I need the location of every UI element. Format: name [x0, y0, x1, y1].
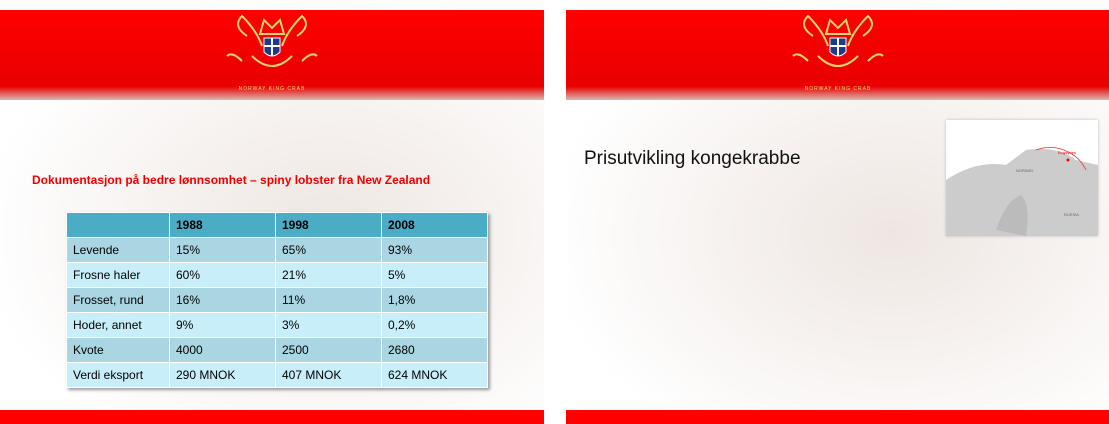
footer-band — [0, 410, 544, 424]
table-cell: 21% — [276, 263, 382, 288]
logo-text: NORWAY KING CRAB — [566, 86, 1109, 92]
table-cell: 2008 — [382, 213, 488, 238]
table-cell: 624 MNOK — [382, 363, 488, 388]
logo — [788, 6, 888, 81]
map-label: Bugøynes — [1058, 150, 1076, 155]
logo-text: NORWAY KING CRAB — [0, 86, 544, 92]
table-cell: 1998 — [276, 213, 382, 238]
page: NORWAY KING CRAB Dokumentasjon på bedre … — [0, 0, 1109, 424]
table-cell: 407 MNOK — [276, 363, 382, 388]
table-cell: 4000 — [170, 338, 276, 363]
table-cell: 5% — [382, 263, 488, 288]
slide-title: Dokumentasjon på bedre lønnsomhet – spin… — [32, 172, 432, 189]
slide-title: Prisutvikling kongekrabbe — [584, 148, 801, 170]
map-label: NORWAY — [1016, 168, 1033, 173]
logo-crown — [788, 6, 888, 76]
table-cell: Hoder, annet — [67, 313, 170, 338]
table-cell: Kvote — [67, 338, 170, 363]
table-cell: 65% — [276, 238, 382, 263]
table-cell: 0,2% — [382, 313, 488, 338]
map-shape — [946, 120, 1098, 236]
table-cell: Verdi eksport — [67, 363, 170, 388]
table-cell: 1988 — [170, 213, 276, 238]
logo-crown — [222, 6, 322, 76]
table-cell: 93% — [382, 238, 488, 263]
table-cell: 60% — [170, 263, 276, 288]
table-cell: 9% — [170, 313, 276, 338]
map: Bugøynes NORWAY RUSSIA — [946, 120, 1098, 236]
table-cell: 2680 — [382, 338, 488, 363]
table-cell: 3% — [276, 313, 382, 338]
table-cell: 15% — [170, 238, 276, 263]
slide: NORWAY KING CRAB Prisutvikling kongekrab… — [566, 0, 1109, 424]
table-cell: 16% — [170, 288, 276, 313]
map-label: RUSSIA — [1064, 212, 1079, 217]
table-cell: Levende — [67, 238, 170, 263]
table-cell: 11% — [276, 288, 382, 313]
table-cell: 290 MNOK — [170, 363, 276, 388]
logo — [222, 6, 322, 81]
table-cell — [67, 213, 170, 238]
slide: NORWAY KING CRAB Dokumentasjon på bedre … — [0, 0, 544, 424]
table-cell: 1,8% — [382, 288, 488, 313]
table-cell: Frosne haler — [67, 263, 170, 288]
table-cell: Frosset, rund — [67, 288, 170, 313]
footer-band — [566, 410, 1109, 424]
table-cell: 2500 — [276, 338, 382, 363]
